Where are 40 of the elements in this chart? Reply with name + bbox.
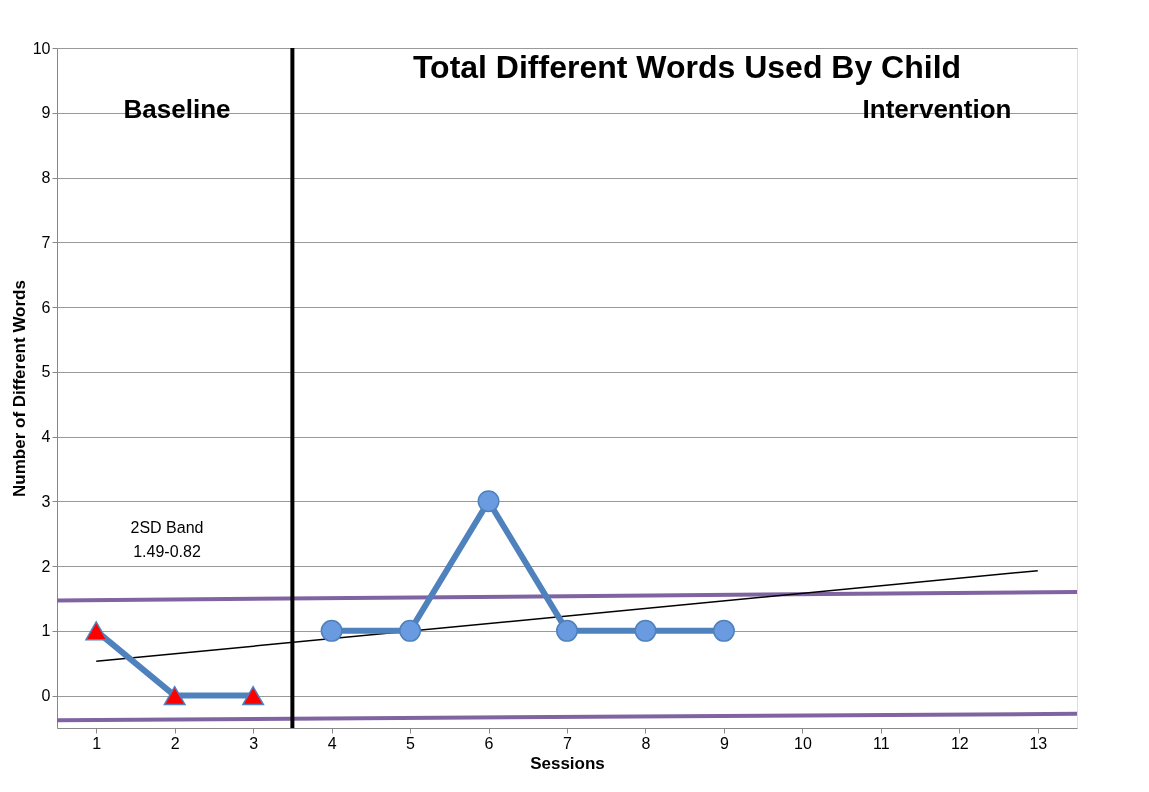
y-tick-label: 6: [41, 298, 51, 316]
x-axis-title: Sessions: [530, 753, 605, 773]
x-tick-label: 6: [484, 734, 494, 752]
y-axis-title: Number of Different Words: [9, 280, 29, 497]
point: [85, 621, 108, 641]
annotation: 2SD Band: [130, 519, 204, 536]
y-tick-label: 3: [41, 492, 51, 510]
point: [634, 619, 657, 642]
point: [320, 619, 343, 642]
x-tick-label: 7: [563, 734, 573, 752]
x-tick-label: 10: [793, 734, 812, 752]
point: [477, 490, 500, 513]
y-tick-label: 5: [41, 363, 51, 381]
x-tick-label: 1: [92, 734, 102, 752]
y-tick-label: 7: [41, 233, 51, 251]
x-tick-label: 13: [1029, 734, 1048, 752]
y-tick-label: 0: [41, 687, 51, 705]
chart-title: Total Different Words Used By Child: [412, 49, 962, 85]
x-tick-label: 2: [170, 734, 180, 752]
x-tick-label: 5: [406, 734, 416, 752]
point: [163, 686, 186, 706]
y-tick-label: 1: [41, 622, 51, 640]
annotation: Baseline: [123, 94, 231, 124]
x-tick-label: 12: [950, 734, 969, 752]
annotation: 1.49-0.82: [133, 543, 201, 560]
y-tick-label: 2: [41, 557, 51, 575]
x-tick-label: 11: [873, 734, 890, 752]
point: [399, 619, 422, 642]
x-tick-label: 4: [327, 734, 337, 752]
y-tick-label: 10: [32, 39, 51, 57]
y-tick-label: 9: [41, 104, 51, 122]
point: [242, 686, 265, 706]
x-tick-label: 3: [249, 734, 259, 752]
y-tick-label: 4: [41, 428, 51, 446]
point: [712, 619, 735, 642]
point: [556, 619, 578, 642]
annotation: Intervention: [862, 94, 1012, 124]
x-tick-label: 9: [719, 734, 729, 752]
x-tick-label: 8: [641, 734, 651, 752]
y-tick-label: 8: [41, 169, 51, 187]
